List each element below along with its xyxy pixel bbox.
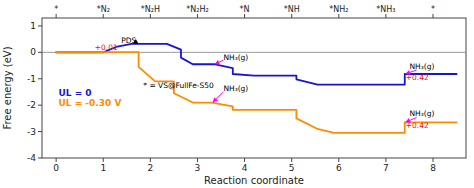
annotation: * = VS@FullFe-S50: [143, 81, 214, 90]
x-tick: [244, 158, 245, 162]
y-tick: [38, 105, 42, 106]
y-tick: [38, 131, 42, 132]
x-tick: [338, 158, 339, 162]
y-tick: [38, 78, 42, 79]
arrow-head: [214, 60, 220, 65]
x-axis-label: Reaction coordinate: [204, 175, 304, 186]
annotation: NH₃(g): [409, 62, 434, 71]
x-tick: [433, 158, 434, 162]
series-label: UL = 0: [58, 88, 91, 98]
top-tick: [244, 14, 245, 18]
annotation: +0.42: [406, 73, 429, 82]
top-tick-label: *N: [240, 5, 250, 14]
energy-line: [56, 44, 456, 85]
arrow: [214, 60, 223, 65]
top-tick: [291, 14, 292, 18]
x-tick: [56, 158, 57, 162]
x-tick-label: 0: [53, 163, 59, 173]
arrow: [213, 92, 224, 103]
plot-area: [42, 44, 466, 133]
x-tick-label: 3: [195, 163, 201, 173]
annotation: +0.42: [406, 121, 429, 130]
top-tick-label: *N₂H₂: [186, 5, 208, 14]
top-tick: [433, 14, 434, 18]
x-tick-label: 2: [147, 163, 153, 173]
x-tick: [291, 158, 292, 162]
y-tick: [38, 25, 42, 26]
y-tick-label: 1: [30, 21, 36, 31]
y-tick-label: -4: [27, 153, 36, 163]
y-tick: [38, 158, 42, 159]
energy-line: [56, 52, 456, 133]
y-axis-label: Free energy (eV): [2, 46, 13, 129]
x-tick-label: 6: [336, 163, 342, 173]
top-tick: [103, 14, 104, 18]
y-tick: [38, 52, 42, 53]
plot-frame: [42, 18, 466, 158]
annotation: +0.01: [95, 43, 118, 52]
annotation: PDS: [121, 36, 136, 45]
x-tick: [385, 158, 386, 162]
x-tick-label: 1: [100, 163, 106, 173]
y-tick-label: -3: [27, 127, 36, 137]
top-tick: [338, 14, 339, 18]
annotation: NH₃(g): [223, 53, 248, 62]
chart: 10-1-2-3-4012345678**N₂*N₂H*N₂H₂*N*NH*NH…: [0, 0, 474, 188]
x-tick-label: 8: [430, 163, 436, 173]
top-tick-label: *N₂: [97, 5, 110, 14]
x-tick-label: 7: [383, 163, 389, 173]
x-tick: [150, 158, 151, 162]
top-tick-label: *N₂H: [141, 5, 160, 14]
top-tick-label: *NH: [284, 5, 300, 14]
arrow-head: [213, 97, 218, 102]
top-tick-label: *: [54, 5, 58, 14]
top-tick: [150, 14, 151, 18]
arrow-shaft: [216, 92, 223, 99]
top-tick: [385, 14, 386, 18]
annotation: NH₃(g): [409, 109, 434, 118]
x-tick: [197, 158, 198, 162]
y-tick-label: -2: [27, 100, 36, 110]
top-tick: [197, 14, 198, 18]
x-tick: [103, 158, 104, 162]
y-tick-label: 0: [30, 47, 36, 57]
top-tick-label: *NH₂: [329, 5, 348, 14]
series-label: UL = -0.30 V: [58, 98, 121, 108]
y-tick-label: -1: [27, 74, 36, 84]
top-tick: [56, 14, 57, 18]
x-tick-label: 5: [289, 163, 295, 173]
x-tick-label: 4: [242, 163, 248, 173]
top-tick-label: *: [431, 5, 435, 14]
top-tick-label: *NH₃: [376, 5, 395, 14]
annotation: NH₃(g): [223, 84, 248, 93]
